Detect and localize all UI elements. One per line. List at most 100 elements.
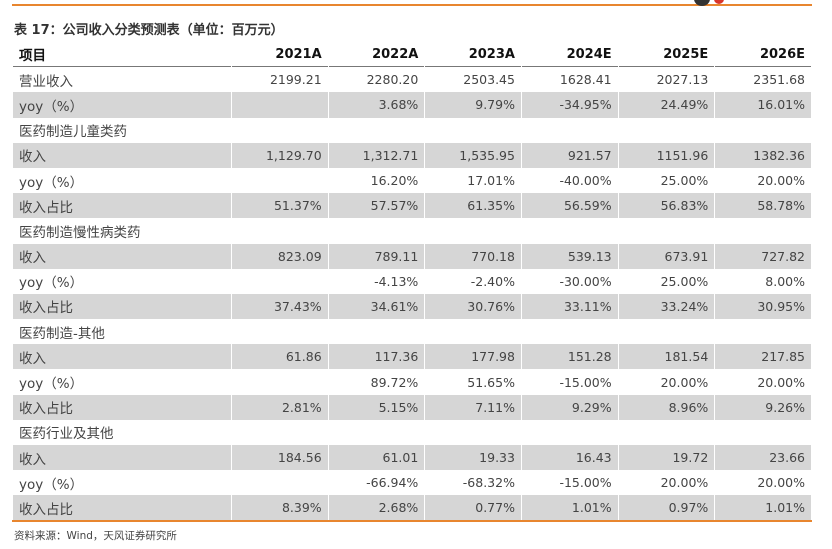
cell [619, 319, 715, 344]
cell [232, 470, 328, 495]
row-label: yoy（%） [19, 376, 84, 393]
cell: -40.00% [559, 173, 612, 189]
row-label: 收入 [13, 445, 231, 471]
cell: 789.11 [328, 243, 425, 269]
cell: 2199.21 [269, 72, 322, 88]
cell [232, 420, 328, 445]
row-label: 收入占比 [13, 495, 231, 521]
cell: 1,535.95 [425, 142, 521, 168]
cell: 20.00% [757, 173, 805, 189]
cell: 56.59% [521, 193, 618, 219]
header-cell: 2025E [618, 42, 715, 68]
cell: 823.09 [232, 243, 328, 269]
cell: 16.20% [370, 173, 419, 189]
cell: 9.29% [521, 394, 618, 420]
cell: 25.00% [660, 173, 709, 189]
row-label: 医药制造慢性病类药 [19, 224, 141, 241]
cell: 5.15% [328, 394, 425, 420]
cell: 1,129.70 [232, 142, 328, 168]
cell: 25.00% [660, 273, 709, 289]
cell: 20.00% [660, 374, 709, 390]
table-row: 医药制造-其他 [13, 319, 811, 344]
cell: -68.32% [462, 475, 515, 491]
cell: 2.81% [232, 394, 328, 420]
table-row: 营业收入 2199.21 2280.20 2503.45 1628.41 2027.13 2… [13, 67, 811, 92]
cell: 19.33 [425, 445, 521, 471]
cell: 16.01% [715, 92, 811, 118]
cell [522, 218, 618, 243]
row-label: 收入占比 [13, 193, 231, 219]
cell: 2280.20 [366, 72, 419, 88]
cell: 0.77% [425, 495, 521, 521]
cell [425, 420, 521, 445]
cell: 1.01% [521, 495, 618, 521]
cell: 3.68% [328, 92, 425, 118]
table-row: yoy（%） -66.94% -68.32% -15.00% 20.00% 20.00% [13, 470, 811, 495]
cell: 23.66 [715, 445, 811, 471]
top-rule [12, 4, 812, 6]
cell [425, 218, 521, 243]
cell: 0.97% [618, 495, 715, 521]
header-row: 项目 2021A 2022A 2023A 2024E 2025E 2026E [13, 42, 811, 68]
row-label: 医药行业及其他 [19, 426, 114, 443]
cell: 37.43% [232, 293, 328, 320]
cell: 57.57% [328, 193, 425, 219]
cell: 217.85 [715, 344, 811, 370]
table-row: 收入 1,129.70 1,312.71 1,535.95 921.57 1151.96 1… [13, 142, 811, 168]
cell [329, 218, 425, 243]
cell [232, 319, 328, 344]
cell: 51.37% [232, 193, 328, 219]
cell: 181.54 [618, 344, 715, 370]
cell [425, 118, 521, 143]
cell: 89.72% [370, 374, 419, 390]
cell: -30.00% [559, 273, 612, 289]
cell: 1628.41 [559, 72, 612, 88]
cell [715, 319, 811, 344]
cell: 20.00% [660, 475, 709, 491]
cell: 8.96% [618, 394, 715, 420]
cell: -2.40% [470, 273, 515, 289]
cell [425, 319, 521, 344]
row-label: 收入 [13, 142, 231, 168]
cell [232, 92, 328, 118]
cell: 34.61% [328, 293, 425, 320]
row-label: 收入 [13, 243, 231, 269]
cell: 1,312.71 [328, 142, 425, 168]
cell [522, 319, 618, 344]
cell: 20.00% [757, 374, 805, 390]
cell [715, 218, 811, 243]
cell: 184.56 [232, 445, 328, 471]
source-note: 资料来源：Wind，天风证券研究所 [14, 530, 177, 542]
table-row: 收入占比 2.81% 5.15% 7.11% 9.29% 8.96% 9.26% [13, 394, 811, 420]
table-row: yoy（%） 16.20% 17.01% -40.00% 25.00% 20.00% [13, 168, 811, 193]
cell: 2503.45 [463, 72, 515, 88]
cell: 20.00% [757, 475, 805, 491]
row-label: yoy（%） [19, 476, 84, 493]
cell: 33.24% [618, 293, 715, 320]
header-cell: 2021A [232, 42, 328, 68]
cell: 1151.96 [618, 142, 715, 168]
table-row: 医药制造儿童类药 [13, 118, 811, 143]
cell: 673.91 [618, 243, 715, 269]
cell: 539.13 [521, 243, 618, 269]
bottom-rule [12, 520, 812, 522]
cell: 7.11% [425, 394, 521, 420]
cell [619, 118, 715, 143]
forecast-table: 项目 2021A 2022A 2023A 2024E 2025E 2026E 营业收入 219… [12, 42, 812, 521]
cell: 58.78% [715, 193, 811, 219]
header-cell: 项目 [13, 42, 231, 68]
table-row: 收入 61.86 117.36 177.98 151.28 181.54 217.85 [13, 344, 811, 370]
table-row: 收入占比 8.39% 2.68% 0.77% 1.01% 0.97% 1.01% [13, 495, 811, 521]
cell: 1.01% [715, 495, 811, 521]
cell: 8.00% [765, 273, 805, 289]
row-label: yoy（%） [13, 92, 231, 118]
cell [232, 118, 328, 143]
cell: 61.86 [232, 344, 328, 370]
row-label: 收入 [13, 344, 231, 370]
cell: 56.83% [618, 193, 715, 219]
cell [232, 369, 328, 394]
cell [715, 118, 811, 143]
cell: 2351.68 [753, 72, 805, 88]
cell: 24.49% [618, 92, 715, 118]
